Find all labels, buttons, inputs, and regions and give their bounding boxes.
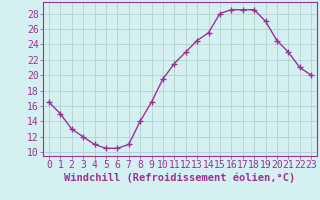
X-axis label: Windchill (Refroidissement éolien,°C): Windchill (Refroidissement éolien,°C) [64, 173, 296, 183]
